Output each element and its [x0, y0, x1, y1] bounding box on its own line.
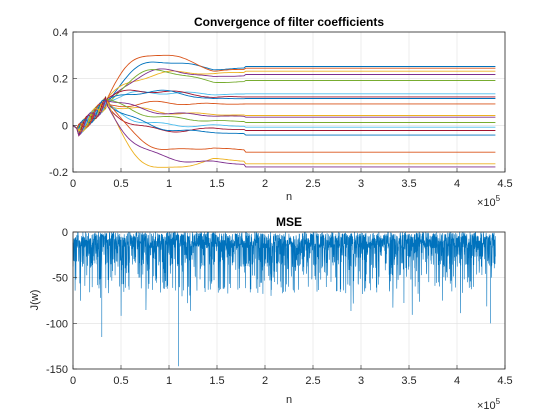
coefficients-xtick-label: 0 — [70, 178, 76, 190]
coefficient-line — [72, 54, 496, 130]
coefficient-line — [72, 70, 496, 131]
coefficients-xtick-label: 4.5 — [497, 178, 512, 190]
mse-ylabel: J(w) — [29, 290, 41, 311]
mse-xtick-label: 0.5 — [113, 375, 128, 387]
coefficients-ytick-label: 0.2 — [53, 74, 68, 86]
coefficients-axes-box — [72, 31, 506, 173]
coefficients-ytick-label: -0.2 — [49, 167, 68, 179]
coefficient-line — [72, 99, 496, 136]
coefficient-line — [72, 101, 496, 168]
mse-xtick-label: 1 — [166, 375, 172, 387]
coefficients-xlabel: n — [286, 191, 292, 203]
coefficients-x-multiplier-base: ×10 — [477, 197, 496, 209]
coefficients-xtick-label: 0.5 — [113, 178, 128, 190]
coefficients-axes: Convergence of filter coefficients 0 0.5 1… — [49, 15, 513, 209]
coefficients-xtick-label: 2 — [262, 178, 268, 190]
mse-ytick-label: -100 — [46, 318, 68, 330]
coefficient-line — [72, 100, 496, 130]
coefficients-xtick-label: 3.5 — [401, 178, 416, 190]
coefficient-line — [72, 97, 496, 137]
coefficient-line — [72, 89, 496, 130]
mse-ytick-label: 0 — [62, 227, 68, 239]
mse-xtick-label: 0 — [70, 375, 76, 387]
mse-ytick-label: -150 — [46, 364, 68, 376]
coefficient-line — [72, 61, 496, 131]
mse-ytick-label: -50 — [52, 273, 68, 285]
mse-xtick-label: 2 — [262, 375, 268, 387]
mse-series-line — [72, 231, 496, 367]
coefficient-line — [72, 97, 496, 133]
mse-xtick-label: 4 — [454, 375, 460, 387]
coefficient-line — [72, 68, 496, 136]
coefficient-line — [72, 89, 496, 133]
mse-ticks: 0 0.5 1 1.5 2 2.5 3 3.5 4 4.5 -150 -100 -50 0 — [46, 227, 513, 387]
mse-xtick-label: 1.5 — [209, 375, 224, 387]
mse-x-multiplier: ×105 — [477, 397, 501, 412]
coefficients-ticks: 0 0.5 1 1.5 2 2.5 3 3.5 4 4.5-0.200.20.4 — [49, 27, 513, 190]
coefficients-grid — [72, 31, 506, 173]
coefficient-series-group — [72, 54, 496, 168]
mse-xlabel: n — [286, 394, 292, 406]
mse-x-multiplier-base: ×10 — [477, 400, 496, 412]
coefficient-line — [72, 96, 496, 137]
coefficients-xtick-label: 1.5 — [209, 178, 224, 190]
coefficient-line — [72, 98, 496, 131]
mse-xtick-label: 4.5 — [497, 375, 512, 387]
coefficients-x-multiplier-exp: 5 — [496, 194, 501, 203]
coefficients-ytick-label: 0.4 — [53, 27, 68, 39]
mse-xtick-label: 2.5 — [305, 375, 320, 387]
mse-x-multiplier-exp: 5 — [496, 397, 501, 406]
mse-title: MSE — [276, 215, 302, 229]
mse-axes: MSE 0 0.5 1 1.5 2 2.5 3 3.5 4 4.5 -150 -100 -50 0 n J… — [29, 215, 513, 412]
coefficients-ytick-label: 0 — [62, 120, 68, 132]
mse-xtick-label: 3.5 — [401, 375, 416, 387]
coefficients-xtick-label: 2.5 — [305, 178, 320, 190]
coefficients-x-multiplier: ×105 — [477, 194, 501, 209]
coefficients-xtick-label: 4 — [454, 178, 460, 190]
coefficients-xtick-label: 1 — [166, 178, 172, 190]
coefficients-title: Convergence of filter coefficients — [194, 15, 384, 29]
coefficient-line — [72, 98, 496, 168]
coefficient-line — [72, 99, 496, 153]
mse-xtick-label: 3 — [358, 375, 364, 387]
coefficients-xtick-label: 3 — [358, 178, 364, 190]
coefficient-line — [72, 102, 496, 135]
mse-axes-box — [72, 231, 506, 370]
coefficient-line — [72, 69, 496, 136]
